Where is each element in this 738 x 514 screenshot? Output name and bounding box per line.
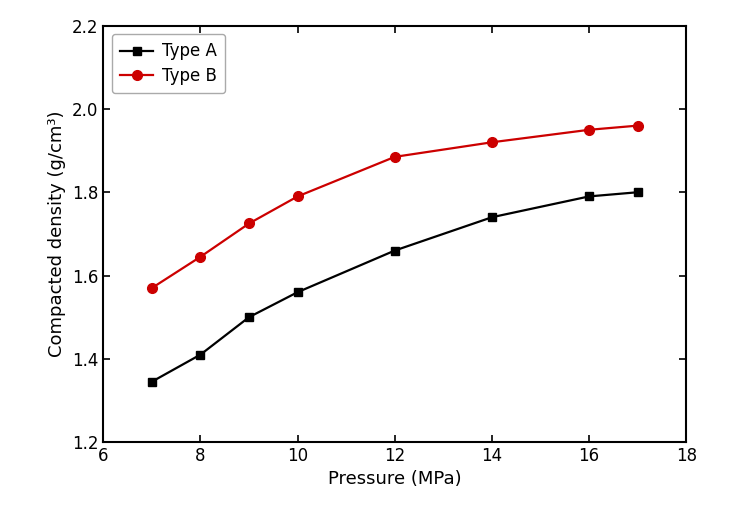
Y-axis label: Compacted density (g/cm³): Compacted density (g/cm³) (49, 111, 66, 357)
Type A (293, 289, 302, 295)
Line: Type A: Type A (148, 188, 642, 386)
Type A (390, 247, 399, 253)
Type B (293, 193, 302, 199)
X-axis label: Pressure (MPa): Pressure (MPa) (328, 470, 462, 488)
Type A (196, 352, 205, 358)
Type B (488, 139, 497, 145)
Type A (148, 379, 156, 385)
Legend: Type A, Type B: Type A, Type B (111, 34, 225, 94)
Type B (196, 254, 205, 260)
Type B (390, 154, 399, 160)
Type B (584, 127, 593, 133)
Type B (633, 122, 642, 128)
Type A (488, 214, 497, 221)
Type A (584, 193, 593, 199)
Type B (244, 221, 253, 227)
Line: Type B: Type B (147, 121, 643, 293)
Type B (148, 285, 156, 291)
Type A (633, 189, 642, 195)
Type A (244, 314, 253, 320)
